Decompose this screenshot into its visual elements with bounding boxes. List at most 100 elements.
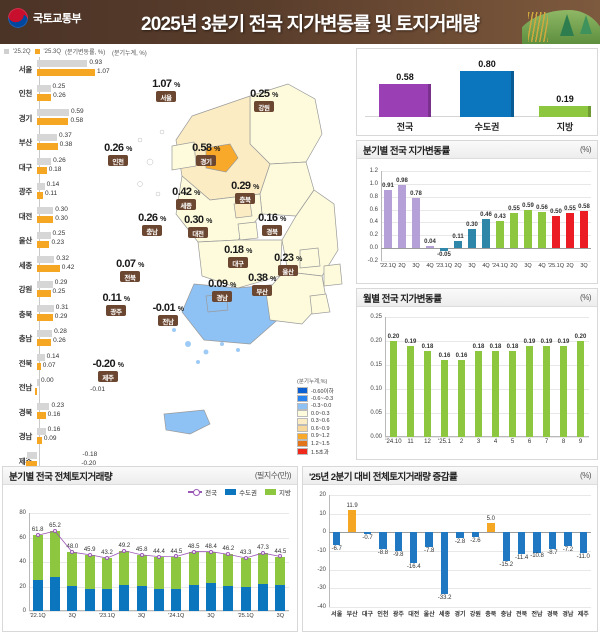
x-axis-tick: 3Q (276, 613, 284, 619)
quarter-bar-value: 0.43 (494, 213, 506, 220)
quarterly-rate-title: 분기별 전국 지가변동률 (363, 145, 450, 157)
map-legend-row: 1.5초과 (297, 448, 353, 456)
map-value: 0.25 % (250, 88, 278, 100)
region-name: 경북 (18, 407, 33, 417)
x-axis-tick: 3Q (412, 263, 420, 269)
quarter-bar-value: 0.98 (396, 178, 408, 185)
trade-change-panel: '25년 2분기 대비 전체토지거래량 증감률 (%) 20 10 0 -10 -20 -… (302, 466, 598, 632)
gridline (329, 588, 591, 590)
x-axis-tick: 3Q (207, 613, 215, 619)
gridline (385, 365, 589, 366)
bar-prev-quarter (37, 60, 88, 68)
map-region-name: 전북 (120, 271, 140, 282)
quarter-bar-value: 0.30 (466, 221, 478, 228)
trade-line-marker (191, 549, 196, 554)
map-value: 0.07 % (116, 258, 144, 270)
map-legend-row: -0.3~0.0 (297, 402, 353, 410)
quarter-bar (425, 245, 435, 249)
x-axis-tick: 9 (578, 439, 583, 445)
summary-value: 0.19 (556, 94, 574, 105)
trade-volume-plot: 80 60 40 20 0 61.8 '22.1Q 65.2 48.0 3Q 45.9 43.2 '23… (19, 510, 289, 619)
month-bar-value: 0.18 (489, 343, 502, 350)
region-row: 충북 0.31 0.29 (0, 302, 110, 327)
y-axis-tick: 1.0 (369, 180, 378, 187)
trade-line-marker (35, 533, 40, 538)
month-bar-value: 0.19 (557, 338, 570, 345)
bar-curr-quarter (35, 387, 37, 395)
bar-value-label: 0.26 (53, 337, 66, 345)
month-bar-value: 0.18 (421, 343, 434, 350)
region-name: 대전 (18, 211, 33, 221)
map-label-인천: 0.26 % 인천 (88, 142, 148, 166)
summary-value: 0.80 (478, 58, 496, 69)
map-legend-row: 1.2~1.5 (297, 440, 353, 447)
month-bar (389, 341, 398, 437)
x-axis-tick: 3Q (580, 263, 588, 269)
y-axis-tick: -30 (317, 585, 326, 592)
map-label-광주: 0.11 % 광주 (86, 292, 146, 316)
map-legend-label: 0.9~1.2 (311, 433, 330, 439)
x-axis-tick: 6 (527, 439, 532, 445)
bar-curr-quarter (37, 240, 50, 248)
x-axis-tick: 충남 (500, 612, 512, 618)
trade-total-value: 43.3 (239, 549, 252, 556)
trade-bar-local (188, 551, 199, 585)
x-axis-tick: '23.1Q (435, 263, 453, 269)
trade-legend: 전국 수도권 지방 (188, 487, 291, 497)
y-axis (381, 171, 382, 261)
monthly-rate-panel: 월별 전국 지가변동률 (%) 0.25 0.20 0.15 0.10 0.05 0.00… (356, 288, 598, 460)
change-bar-value: -6.7 (331, 545, 342, 552)
region-row: 경북 0.23 0.16 (0, 400, 110, 425)
quarter-bar-value: -0.05 (437, 252, 451, 259)
x-axis-tick: '25.1Q (547, 263, 565, 269)
bar-value-label: 0.29 (54, 312, 68, 320)
bar-value-label: 0.26 (53, 92, 66, 100)
trade-bar-local (119, 550, 130, 585)
region-row: 경기 0.59 0.58 (0, 106, 110, 131)
change-bar-value: -7.8 (424, 547, 435, 554)
trade-bar-capital (171, 589, 182, 611)
region-rows: 서울 0.93 1.07 인천 0.25 0.26 경기 0.59 0.58 부산 0.37 0.38… (0, 57, 110, 474)
quarter-bar (579, 210, 589, 249)
bar-prev-quarter (37, 207, 54, 215)
region-bars: 0.31 0.29 (36, 304, 110, 324)
tree-icon (580, 15, 592, 34)
tree-icon (560, 14, 574, 36)
x-axis-tick: 경북 (546, 612, 558, 618)
trade-bar-capital (188, 584, 199, 611)
y-axis-tick: -10 (317, 548, 326, 554)
trade-total-value: 45.8 (135, 546, 148, 553)
quarter-bar-value: 0.56 (536, 205, 548, 212)
month-bar-value: 0.18 (506, 343, 519, 350)
bar-prev-quarter (37, 133, 58, 141)
region-row: 광주 0.14 0.11 (0, 180, 110, 205)
gridline (385, 341, 589, 342)
map-value: 0.42 % (172, 186, 200, 198)
x-axis-tick: 전북 (516, 612, 528, 618)
region-bars: 0.30 0.30 (36, 206, 110, 226)
y-axis-tick: 0.4 (369, 219, 378, 226)
map-value: 0.16 % (258, 212, 286, 224)
month-bar-value: 0.19 (404, 338, 417, 345)
legend-swatch-icon (297, 425, 308, 432)
monthly-rate-unit: (%) (580, 293, 591, 302)
region-bars: 0.28 0.26 (36, 328, 110, 349)
map-legend-label: 0.3~0.6 (311, 418, 330, 424)
region-name: 경기 (18, 113, 33, 123)
y-axis-tick: 60 (19, 534, 26, 541)
bar-value-label: 0.93 (89, 58, 103, 66)
trade-bar-local (223, 554, 234, 587)
trade-legend-label: 지방 (279, 490, 291, 497)
x-axis-tick: 경남 (562, 612, 574, 618)
y-axis-tick: 0.0 (369, 245, 378, 252)
bar-curr-quarter (37, 289, 51, 297)
map-region-name: 서울 (156, 91, 176, 102)
map-legend-label: -0.6~-0.3 (311, 395, 334, 402)
x-axis-tick: '24.1Q (168, 613, 185, 619)
trade-total-line (29, 513, 289, 611)
map-shapes (137, 83, 343, 435)
trade-bar-local (206, 551, 216, 583)
map-unit-label: (분기누계, %) (112, 51, 147, 57)
korea-choropleth-map: (분기누계, %) (93, 44, 355, 464)
x-axis-tick: 8 (561, 439, 566, 445)
